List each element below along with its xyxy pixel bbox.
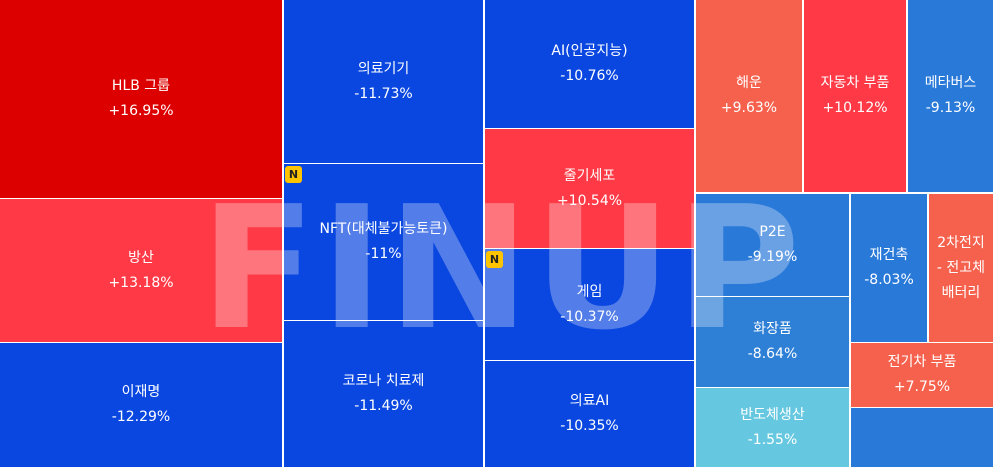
tile-name: 자동차 부품 [820, 75, 890, 91]
tile: 화장품 -8.64% [696, 297, 849, 387]
tile-name: 반도체생산 [740, 406, 805, 423]
tile: 방산 +13.18% [0, 199, 282, 342]
tile-name: 메타버스 [924, 75, 977, 91]
tile-name: 방산 [128, 249, 154, 266]
tile-name: 줄기세포 [563, 167, 616, 184]
tile-name: NFT(대체불가능토큰) [319, 221, 448, 237]
tile-name: 해운 [736, 75, 762, 91]
tile-change: -8.03% [864, 272, 914, 288]
tile-name: HLB 그룹 [111, 78, 171, 94]
tile-name: AI(인공지능) [551, 43, 628, 59]
tile: 해운 +9.63% [696, 0, 802, 192]
tile-change: -10.35% [560, 418, 619, 434]
tile [851, 408, 993, 467]
tile: 코로나 치료제 -11.49% [284, 321, 483, 467]
tile: 2차전지 - 전고체배터리 [929, 194, 993, 342]
new-badge: N [486, 251, 503, 268]
tile: AI(인공지능) -10.76% [485, 0, 694, 128]
tile: 재건축 -8.03% [851, 194, 927, 342]
tile-name: 이재명 [121, 384, 161, 400]
tile: 게임 -10.37% [485, 249, 694, 360]
tile: 메타버스 -9.13% [908, 0, 993, 192]
tile-change: -8.64% [747, 346, 798, 362]
tile-change: -9.19% [747, 249, 798, 265]
tile-change: -11% [365, 246, 402, 262]
tile: 의료AI -10.35% [485, 361, 694, 467]
tile-change: -11.73% [354, 85, 413, 102]
tile-name: 2차전지 - 전고체배터리 [936, 234, 986, 301]
tile: 줄기세포 +10.54% [485, 129, 694, 248]
tile: 자동차 부품 +10.12% [804, 0, 906, 192]
tile-name: 의료기기 [357, 60, 410, 77]
tile: 이재명 -12.29% [0, 343, 282, 467]
tile-change: -10.76% [560, 68, 619, 84]
tile-change: -12.29% [111, 409, 171, 425]
tile-name: 코로나 치료제 [342, 373, 425, 389]
tile: 의료기기 -11.73% [284, 0, 483, 163]
tile-change: +16.95% [108, 103, 174, 119]
tile-change: -10.37% [560, 308, 619, 325]
tile-name: P2E [759, 224, 786, 240]
tile-change: -1.55% [747, 431, 798, 448]
tile-change: +10.54% [556, 192, 623, 209]
tile-change: +9.63% [720, 100, 778, 116]
tile-change: -11.49% [354, 398, 413, 414]
tile-change: +7.75% [893, 379, 951, 395]
tile-name: 화장품 [753, 321, 792, 337]
tile-name: 게임 [576, 283, 603, 300]
tile: P2E -9.19% [696, 194, 849, 296]
tile: NFT(대체불가능토큰) -11% [284, 164, 483, 320]
tile-change: +13.18% [108, 274, 174, 291]
tile: HLB 그룹 +16.95% [0, 0, 282, 198]
new-badge: N [285, 166, 302, 183]
tile: 반도체생산 -1.55% [696, 388, 849, 467]
tile-change: +10.12% [822, 100, 888, 116]
tile-name: 재건축 [869, 247, 909, 263]
tile-name: 의료AI [569, 393, 610, 409]
tile-name: 전기차 부품 [887, 354, 957, 370]
tile-change: -9.13% [925, 100, 976, 116]
tile: 전기차 부품 +7.75% [851, 343, 993, 407]
